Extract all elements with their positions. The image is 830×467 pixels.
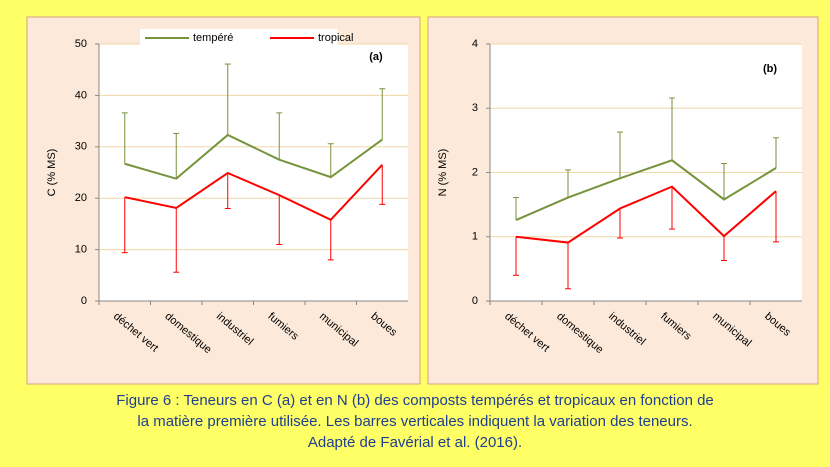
y-tick-label: 0 <box>472 295 478 307</box>
series-line <box>515 185 777 244</box>
y-tick-label: 30 <box>75 141 87 153</box>
y-tick-label: 50 <box>75 38 87 50</box>
plot-area <box>99 44 408 301</box>
y-tick-label: 10 <box>75 244 87 256</box>
y-tick-label: 2 <box>472 166 478 178</box>
annotation: (a) <box>369 51 383 63</box>
caption-line: Figure 6 : Teneurs en C (a) et en N (b) … <box>116 392 714 409</box>
series-line <box>124 133 383 180</box>
legend-box <box>140 29 338 46</box>
caption-line: Adapté de Favérial et al. (2016). <box>308 434 522 451</box>
y-tick-label: 20 <box>75 192 87 204</box>
legend-label: tropical <box>318 32 353 44</box>
y-tick-label: 1 <box>472 231 478 243</box>
y-axis-label: C (% MS) <box>46 149 58 197</box>
legend-label: tempéré <box>193 32 233 44</box>
y-tick-label: 0 <box>81 295 87 307</box>
y-tick-label: 4 <box>472 38 478 50</box>
y-tick-label: 40 <box>75 89 87 101</box>
series-line <box>124 164 383 222</box>
caption-line: la matière première utilisée. Les barres… <box>137 413 692 430</box>
y-axis-label: N (% MS) <box>437 149 449 197</box>
y-tick-label: 3 <box>472 102 478 114</box>
annotation: (b) <box>763 63 777 75</box>
series-line <box>515 159 777 221</box>
